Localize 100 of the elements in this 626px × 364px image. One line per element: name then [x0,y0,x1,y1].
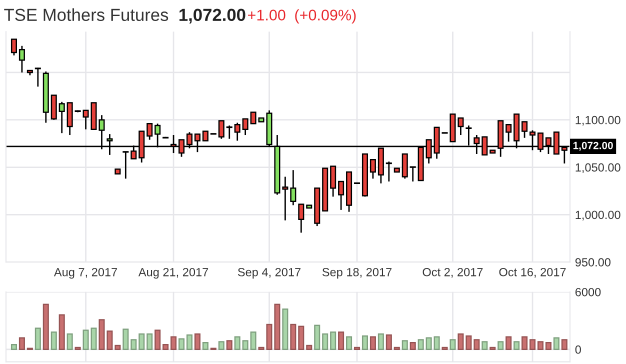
bar [154,330,161,350]
x-tick-label: Sep 4, 2017 [238,268,300,279]
bar [298,326,304,350]
bar [545,342,552,350]
candlestick [338,180,344,211]
bar [522,336,528,350]
bar [10,344,17,350]
y-tick-label: 1,050.00 [576,163,620,174]
candlestick [58,101,65,134]
candlestick [10,38,17,56]
bar [130,339,137,350]
bar [66,333,73,350]
bar [314,324,320,350]
candlestick [370,158,376,180]
bar [346,336,352,350]
bar [402,340,408,350]
bar [514,341,520,350]
bar [537,341,544,350]
bar [242,340,248,350]
bar [466,335,472,350]
bar [138,333,145,350]
bar [290,324,296,350]
bar [186,334,192,350]
bar [434,336,440,350]
candlestick [290,169,296,206]
bar [306,344,312,350]
bar [378,333,384,350]
text: (+0.09%) [295,9,356,24]
bar [553,337,560,350]
chart-title: TSE Mothers Futures [4,8,168,22]
candlestick [386,160,392,182]
text: 1,072.00 [180,8,246,24]
candlestick [242,118,248,136]
bar [250,332,256,350]
candlestick [50,94,57,121]
candlestick [410,166,416,182]
bar [386,334,392,350]
candlestick [146,122,153,140]
candlestick [402,153,408,180]
candlestick [122,151,129,180]
candlestick [226,124,232,140]
bar [226,340,232,350]
bar [362,335,368,350]
y-tick-label: 950.00 [575,258,611,266]
bar [338,332,344,350]
x-tick-label: Aug 7, 2017 [54,268,118,279]
bar [194,333,200,350]
bar [218,341,224,350]
bar [282,308,288,350]
x-tick-label: Oct 16, 2017 [499,268,566,278]
x-tick-label: Sep 18, 2017 [322,268,392,279]
bar [58,314,65,350]
candlestick [218,120,224,140]
text: +1.00 [248,10,286,20]
candlestick [202,130,208,142]
candlestick [282,176,288,222]
bar [450,339,456,350]
bar [178,338,185,350]
candlestick [330,166,336,198]
bar [50,332,57,350]
bar [474,339,480,350]
x-tick-label: Oct 2, 2017 [422,268,483,278]
candlestick [298,204,304,234]
y-tick-label: 0 [575,345,581,354]
bar [458,333,464,350]
bar [34,328,41,350]
bar [122,328,129,350]
candlestick [234,122,240,142]
bar [234,336,240,350]
bar [418,339,424,350]
bar [106,330,113,350]
bar [114,344,121,350]
candlestick [250,112,256,124]
candlestick [506,124,512,142]
candlestick [18,45,25,74]
bar [146,333,153,350]
bar [322,333,328,350]
bar [18,337,25,350]
x-tick-label: Aug 21, 2017 [138,268,208,279]
bar [42,304,49,350]
bar [202,342,208,350]
bar [162,344,169,350]
ref-line-label: 1,072.00 [573,142,613,151]
bar [330,332,336,350]
bar [426,337,432,350]
y-tick-label: 1,100.00 [576,116,620,126]
bar [170,336,177,350]
candlestick [522,121,528,139]
bar [482,341,488,350]
bar [370,336,376,350]
bar [498,341,504,350]
candlestick [66,102,73,136]
y-tick-label: 6000 [575,288,601,296]
y-tick-label: 1,000.00 [576,210,620,220]
bar [98,319,105,350]
bar [410,342,416,350]
candlestick [34,67,41,88]
bar [561,339,568,350]
bar [529,339,536,350]
bar [506,336,512,350]
